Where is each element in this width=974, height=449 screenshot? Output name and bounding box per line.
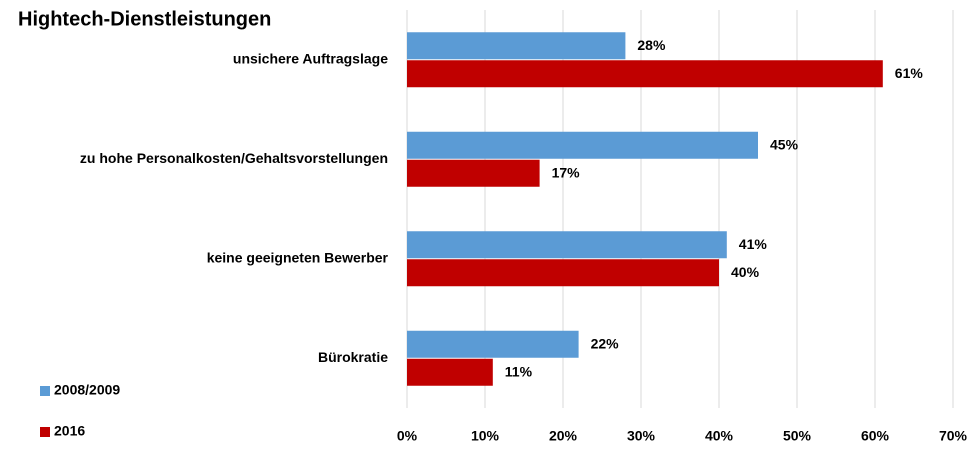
bar <box>407 358 493 386</box>
x-tick-label: 30% <box>627 428 656 444</box>
x-tick-label: 10% <box>471 428 500 444</box>
data-label: 22% <box>591 335 620 351</box>
data-label: 17% <box>552 164 581 180</box>
data-label: 28% <box>637 37 666 53</box>
bar <box>407 259 719 287</box>
bar <box>407 159 540 187</box>
x-tick-label: 70% <box>939 428 968 444</box>
data-label: 45% <box>770 136 799 152</box>
y-tick-label: unsichere Auftragslage <box>233 50 388 66</box>
legend-swatch <box>40 427 50 437</box>
bar <box>407 231 727 259</box>
x-tick-label: 40% <box>705 428 734 444</box>
y-tick-label: zu hohe Personalkosten/Gehaltsvorstellun… <box>80 150 388 166</box>
bar <box>407 330 579 358</box>
x-tick-label: 50% <box>783 428 812 444</box>
x-tick-label: 60% <box>861 428 890 444</box>
data-label: 61% <box>895 65 924 81</box>
data-label: 40% <box>731 264 760 280</box>
legend-label: 2016 <box>54 423 85 439</box>
bar <box>407 32 626 60</box>
legend-swatch <box>40 386 50 396</box>
y-tick-label: keine geeigneten Bewerber <box>207 249 389 265</box>
x-tick-label: 0% <box>397 428 418 444</box>
data-label: 11% <box>505 363 533 379</box>
chart-title: Hightech-Dienstleistungen <box>18 8 271 30</box>
y-tick-label: Bürokratie <box>318 349 388 365</box>
x-tick-label: 20% <box>549 428 578 444</box>
bar <box>407 131 758 159</box>
legend-label: 2008/2009 <box>54 382 120 398</box>
data-label: 41% <box>739 236 768 252</box>
bar <box>407 60 883 88</box>
